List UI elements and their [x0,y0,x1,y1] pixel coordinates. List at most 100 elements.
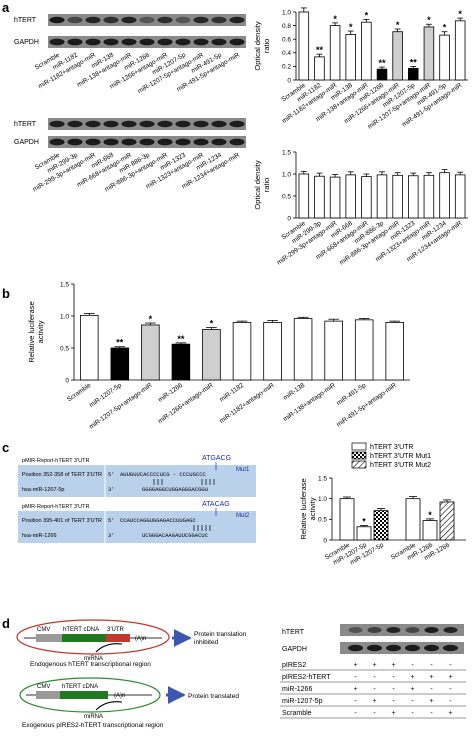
table-cell: - [392,686,395,693]
sequence-box-1: pMIR-Report-hTERT 3'UTR Position 352-358… [18,455,256,497]
construct1-result-2: inhibited [194,639,219,646]
significance-mark: * [443,23,447,33]
blot-d: hTERT GAPDH [282,624,464,654]
x-tick-label: miR-1266 [157,382,184,404]
sequence-box-2: pMIR-Report-hTERT 3'UTR Position 395-401… [18,501,256,543]
legend-label: hTERT 3'UTR Mut2 [370,462,431,469]
significance-mark: ** [378,58,386,68]
y-tick-label: 0 [287,77,291,84]
blot-band-htert [85,16,101,24]
construct2-result: Protein translated [188,693,239,700]
significance-mark: * [428,510,432,520]
blot-d-label-gapdh: GAPDH [282,646,307,653]
table-cell: - [354,710,357,717]
seq2-header: pMIR-Report-hTERT 3'UTR [22,504,89,510]
legend-label: hTERT 3'UTR [370,444,413,451]
chart-b: 0 0.5 1.0 1.5 Relative luciferase activity Scr… [27,281,410,431]
table-cell: + [372,698,376,705]
blot-band-gapdh [157,38,173,46]
blot-band-htert [139,120,155,128]
table-cell: - [430,710,433,717]
panel-a-label: a [2,0,10,15]
blot-band-htert [103,16,119,24]
table-cell: - [449,698,452,705]
table-cell: + [448,710,452,717]
table-cell: + [353,662,357,669]
bar [422,520,438,541]
table-cell: - [354,674,357,681]
significance-mark: * [349,22,353,32]
seq2-utr: CCAUCCAGGUGGAGACCUUGAGC [120,517,197,524]
significance-mark: * [396,20,400,30]
seq2-mutation: ATACAG [202,501,230,508]
construct1-result-1: Protein translation [194,631,247,638]
blot-band-gapdh [193,38,209,46]
table-cell: - [449,686,452,693]
construct1-cdna: hTERT cDNA [63,627,99,633]
table-row-label: Scramble [282,710,312,717]
significance-mark: * [149,314,153,324]
panel-d-label: d [2,616,10,631]
x-tick-label: miR-1266+antago-miR [157,382,215,426]
bar [354,319,374,381]
x-tick-label: miR-1182 [218,382,245,404]
y-tick-label: 0.6 [282,37,291,44]
legend-swatch [351,460,367,469]
blot-band-htert [405,627,420,633]
bar [345,34,356,81]
significance-mark: * [333,14,337,24]
bar [141,324,160,381]
bar [339,498,355,541]
table-cell: - [411,662,414,669]
construct1-mirna: miRNA [84,656,103,662]
construct1-cmv-box [36,634,62,642]
table-cell: + [410,674,414,681]
significance-mark: * [210,319,214,329]
legend-swatch [351,451,367,460]
blot-band-gapdh [424,644,439,652]
blot-band-gapdh [193,138,209,146]
bar [423,26,435,81]
blot-band-gapdh [229,38,245,46]
panel-c-label: c [2,440,9,455]
blot-band-htert [157,16,173,24]
bar [80,314,99,381]
bar [423,174,435,219]
construct2-cmv: CMV [37,684,50,690]
blot-band-gapdh [139,38,155,46]
blot-label-htert: hTERT [14,121,37,128]
seq1-prime5: 5' [108,471,115,478]
bar [314,56,325,81]
bar [171,343,191,381]
seq2-mirna: hsa-miR-1266 [22,533,57,539]
blot-band-gapdh [229,138,245,146]
blot-band-htert [175,120,191,128]
seq1-position: Position 352-358 of TERT 3'UTR [22,472,102,478]
y-tick-label: 0 [287,215,291,222]
blot-label-htert: hTERT [14,17,37,24]
blot-band-gapdh [67,38,83,46]
blot-band-htert [424,627,439,633]
table-cell: - [430,686,433,693]
blot-band-htert [175,16,191,24]
y-axis-label: activity [36,320,45,343]
blot-band-htert [211,16,227,24]
blot-band-gapdh [157,138,173,146]
blot-band-gapdh [443,644,458,652]
significance-mark: * [362,517,366,527]
seq1-utr: AUUGUUCACCCCUCG - CCCUGCCC [120,471,207,478]
blot-band-gapdh [103,138,119,146]
y-tick-label: 0.2 [282,64,291,71]
blot-band-htert [67,16,83,24]
table-cell: + [429,674,433,681]
construct2-polya: (A)n [114,693,125,699]
seq1-box [18,465,256,497]
table-cell: - [392,698,395,705]
bar [329,176,341,219]
blot-top: hTERT GAPDH ScramblemiR-1182miR-1182+ant… [14,14,246,95]
y-tick-label: 1.0 [318,496,327,503]
significance-mark: * [458,9,462,19]
blot-band-htert [229,120,245,128]
seq2-box [18,511,256,543]
